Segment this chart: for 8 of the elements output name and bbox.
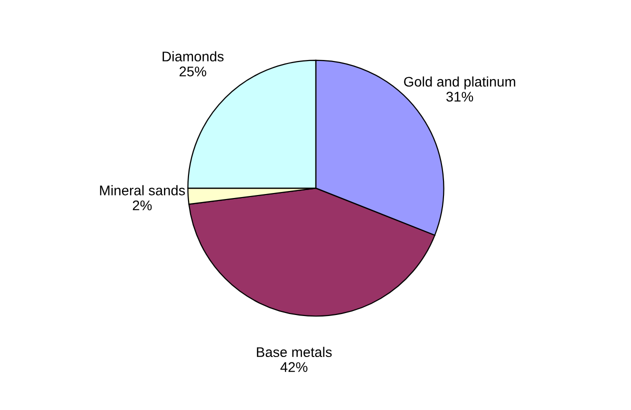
data-label: 42% [280,362,308,372]
data-label: 2% [132,200,152,210]
slice-label: Gold and platinum [404,76,516,90]
slice-label: Diamonds [162,51,224,62]
slice-label: Mineral sands [100,185,185,196]
data-label: 25% [180,66,206,76]
slice-label: Base metals [256,346,332,358]
data-label: 31% [446,92,474,102]
